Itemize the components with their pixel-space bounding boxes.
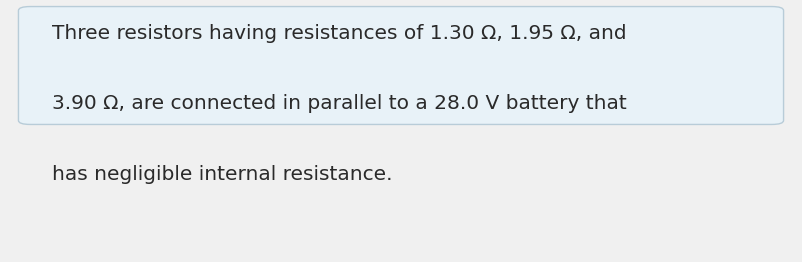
Text: Three resistors having resistances of 1.30 Ω, 1.95 Ω, and: Three resistors having resistances of 1.… (52, 24, 626, 43)
Text: has negligible internal resistance.: has negligible internal resistance. (52, 165, 393, 184)
Text: 3.90 Ω, are connected in parallel to a 28.0 V battery that: 3.90 Ω, are connected in parallel to a 2… (52, 94, 627, 113)
FancyBboxPatch shape (18, 7, 784, 124)
